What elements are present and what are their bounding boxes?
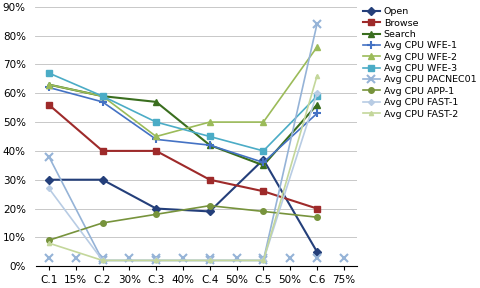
Avg CPU WFE-2 [46, 83, 52, 86]
Avg CPU FAST-2 [100, 259, 106, 262]
Avg CPU APP-1 [314, 215, 320, 219]
Avg CPU WFE-1 [207, 143, 213, 147]
Avg CPU WFE-2 [261, 120, 266, 124]
Avg CPU APP-1 [207, 204, 213, 207]
Search [46, 83, 52, 86]
Line: Avg CPU FAST-2: Avg CPU FAST-2 [47, 74, 319, 263]
Avg CPU WFE-1 [261, 161, 266, 164]
Line: Avg CPU WFE-1: Avg CPU WFE-1 [45, 83, 321, 166]
Avg CPU WFE-2 [207, 120, 213, 124]
Line: Avg CPU APP-1: Avg CPU APP-1 [46, 203, 320, 243]
Avg CPU WFE-2 [314, 46, 320, 49]
Browse [100, 149, 106, 153]
Avg CPU FAST-2 [207, 259, 213, 262]
Avg CPU APP-1 [153, 213, 159, 216]
Line: Avg CPU WFE-2: Avg CPU WFE-2 [46, 44, 320, 139]
Avg CPU WFE-2 [153, 135, 159, 138]
Avg CPU FAST-1 [207, 259, 213, 262]
Avg CPU PACNEC01 [261, 259, 266, 262]
Browse [153, 149, 159, 153]
Browse [314, 207, 320, 210]
Avg CPU FAST-1 [46, 187, 52, 190]
Avg CPU WFE-3 [46, 71, 52, 75]
Avg CPU PACNEC01 [153, 259, 159, 262]
Avg CPU FAST-1 [261, 259, 266, 262]
Avg CPU WFE-2 [100, 94, 106, 98]
Avg CPU FAST-1 [100, 259, 106, 262]
Avg CPU WFE-1 [100, 100, 106, 104]
Line: Open: Open [46, 157, 320, 255]
Line: Avg CPU WFE-3: Avg CPU WFE-3 [46, 70, 320, 154]
Search [314, 103, 320, 107]
Avg CPU APP-1 [100, 221, 106, 225]
Line: Avg CPU FAST-1: Avg CPU FAST-1 [47, 91, 319, 263]
Browse [46, 103, 52, 107]
Avg CPU FAST-2 [46, 241, 52, 245]
Open [314, 250, 320, 253]
Avg CPU WFE-3 [153, 120, 159, 124]
Avg CPU WFE-3 [207, 135, 213, 138]
Avg CPU FAST-1 [314, 92, 320, 95]
Browse [261, 190, 266, 193]
Avg CPU PACNEC01 [314, 22, 320, 26]
Browse [207, 178, 213, 181]
Avg CPU APP-1 [46, 238, 52, 242]
Open [153, 207, 159, 210]
Line: Search: Search [46, 81, 321, 169]
Line: Avg CPU PACNEC01: Avg CPU PACNEC01 [45, 20, 321, 265]
Avg CPU WFE-3 [314, 94, 320, 98]
Open [46, 178, 52, 181]
Avg CPU WFE-3 [100, 94, 106, 98]
Legend: Open, Browse, Search, Avg CPU WFE-1, Avg CPU WFE-2, Avg CPU WFE-3, Avg CPU PACNE: Open, Browse, Search, Avg CPU WFE-1, Avg… [362, 6, 477, 120]
Avg CPU WFE-1 [153, 138, 159, 141]
Avg CPU FAST-2 [314, 74, 320, 78]
Avg CPU FAST-2 [261, 259, 266, 262]
Line: Browse: Browse [46, 102, 320, 211]
Open [207, 210, 213, 213]
Open [100, 178, 106, 181]
Search [207, 143, 213, 147]
Search [153, 100, 159, 104]
Avg CPU WFE-3 [261, 149, 266, 153]
Avg CPU PACNEC01 [46, 155, 52, 158]
Open [261, 158, 266, 161]
Avg CPU WFE-1 [314, 112, 320, 115]
Avg CPU APP-1 [261, 210, 266, 213]
Avg CPU FAST-2 [153, 259, 159, 262]
Avg CPU PACNEC01 [207, 259, 213, 262]
Search [261, 164, 266, 167]
Search [100, 94, 106, 98]
Avg CPU FAST-1 [153, 259, 159, 262]
Avg CPU PACNEC01 [100, 259, 106, 262]
Avg CPU WFE-1 [46, 86, 52, 89]
